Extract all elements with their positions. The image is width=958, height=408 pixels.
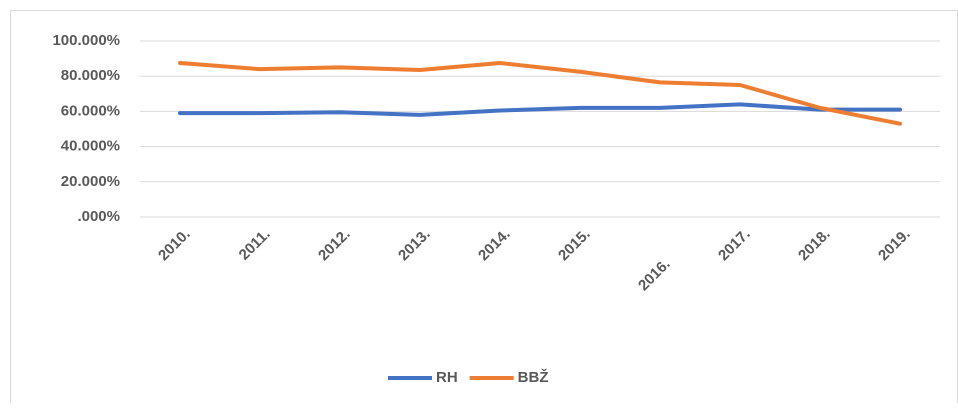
x-tick-label: 2011. (236, 226, 274, 264)
y-tick-label: 80.000% (61, 67, 120, 84)
x-tick-label: 2013. (395, 226, 434, 265)
x-tick-label: 2010. (155, 226, 194, 265)
y-tick-label: 100.000% (52, 32, 120, 49)
x-tick-label: 2012. (315, 226, 354, 265)
legend-label: BBŽ (518, 368, 549, 386)
x-tick-label: 2018. (795, 226, 834, 265)
y-tick-label: 60.000% (61, 102, 120, 119)
x-tick-label: 2014. (475, 226, 514, 265)
x-tick-label: 2015. (555, 226, 594, 265)
legend-label: RH (436, 369, 458, 386)
x-tick-label: 2017. (715, 226, 754, 265)
y-tick-label: .000% (77, 208, 120, 225)
series-line (178, 102, 902, 117)
y-tick-label: 20.000% (61, 173, 120, 190)
y-tick-label: 40.000% (61, 138, 120, 155)
x-tick-label: 2019. (875, 226, 914, 265)
x-tick-label: 2016. (635, 256, 674, 295)
series-line (178, 61, 902, 126)
chart-frame (10, 10, 958, 408)
